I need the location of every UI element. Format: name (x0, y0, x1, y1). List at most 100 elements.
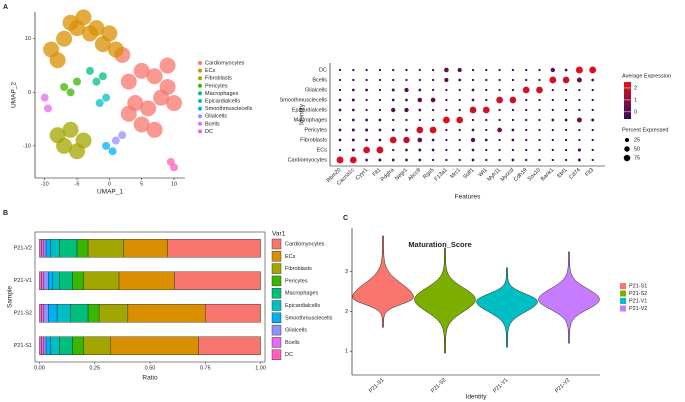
dot (469, 106, 477, 114)
bar-segment (167, 239, 261, 258)
dot (378, 118, 382, 122)
dot (392, 118, 395, 122)
umap-point (133, 62, 150, 79)
dot (591, 148, 594, 152)
dot (405, 98, 408, 102)
legend-swatch (198, 99, 202, 103)
legend-swatch (271, 288, 282, 299)
bar-segment (50, 239, 60, 258)
dot (389, 136, 397, 144)
dot (378, 68, 382, 72)
chart-title: Maturation_Score (408, 240, 471, 249)
x-tick-label: Abcc9 (407, 167, 422, 182)
umap-point (92, 77, 101, 86)
dot (578, 88, 581, 92)
dot (471, 148, 475, 152)
legend-swatch (271, 275, 282, 287)
y-tick-label: Epicardialcells (292, 107, 327, 113)
dot (444, 67, 449, 73)
legend-swatch (271, 349, 282, 360)
panel-label: B (3, 210, 8, 217)
bar-segment (72, 336, 84, 355)
umap-point (102, 93, 111, 102)
size-legend-label: 25 (634, 137, 640, 143)
bar-segment (43, 304, 49, 323)
umap-point (166, 95, 183, 112)
violin (414, 247, 476, 354)
bar-segment (87, 304, 100, 323)
dot (365, 128, 369, 132)
bar-segment (59, 336, 73, 355)
dot (378, 88, 382, 92)
bar-segment (118, 271, 175, 290)
dot (538, 118, 541, 122)
legend-label: Smoothmusclecells (205, 106, 253, 112)
dot (405, 148, 408, 152)
dot (525, 68, 528, 72)
dot (551, 108, 554, 112)
legend-swatch (198, 68, 202, 73)
x-tick-label: Sulf1 (462, 167, 475, 180)
dot (564, 158, 568, 162)
dot (551, 128, 554, 132)
x-tick-label: Myh11 (486, 167, 502, 183)
dot (351, 148, 355, 152)
dot (551, 118, 555, 122)
dot (445, 108, 448, 112)
bar-segment (39, 336, 42, 355)
dot (551, 88, 554, 92)
x-axis-label: Features (455, 194, 481, 201)
dot (456, 116, 464, 124)
legend-swatch (271, 300, 282, 311)
y-tick-label: ECs (317, 147, 328, 153)
bar-segment (98, 304, 129, 323)
dot (418, 108, 422, 112)
dot (578, 128, 581, 132)
umap-point (66, 88, 75, 97)
dot (418, 148, 422, 152)
y-tick-label: P21-S1 (14, 343, 32, 349)
bar-segment (127, 304, 206, 323)
x-axis-label: Identity (466, 394, 488, 401)
violin (538, 251, 600, 344)
legend-label: Bcells (205, 121, 220, 127)
dot (511, 78, 515, 82)
dot (418, 158, 422, 162)
umap-point (85, 66, 94, 75)
umap-point (69, 143, 86, 160)
dot (471, 128, 475, 132)
dot (498, 88, 501, 92)
legend-swatch (620, 298, 626, 304)
dot (471, 88, 475, 92)
bar-segment (41, 336, 45, 355)
size-legend-label: 75 (634, 155, 640, 161)
dot (378, 138, 382, 142)
dot (471, 158, 475, 162)
dot (365, 98, 368, 102)
dot (485, 88, 488, 92)
bar-segment (205, 304, 261, 323)
dot (431, 78, 435, 82)
dot (525, 158, 528, 162)
dot (577, 158, 581, 162)
legend-label: Pericytes (285, 278, 308, 284)
dot (351, 128, 355, 132)
dot (338, 68, 342, 72)
dot (525, 98, 528, 102)
dot (444, 77, 449, 83)
x-tick-label: F13a1 (434, 167, 449, 182)
bar-segment (43, 239, 47, 258)
x-tick-label: P21-S1 (368, 377, 385, 394)
umap-point (170, 163, 179, 172)
x-tick-label: Myocd (500, 167, 516, 183)
umap-point (146, 68, 163, 85)
bar-segment (174, 271, 261, 290)
dot (591, 78, 595, 82)
legend-label: Epicardialcells (205, 98, 240, 104)
legend-swatch (271, 337, 282, 348)
x-tick-label: 5 (140, 181, 143, 187)
dot (498, 118, 501, 122)
umap-point (102, 141, 111, 150)
dot (378, 128, 382, 132)
